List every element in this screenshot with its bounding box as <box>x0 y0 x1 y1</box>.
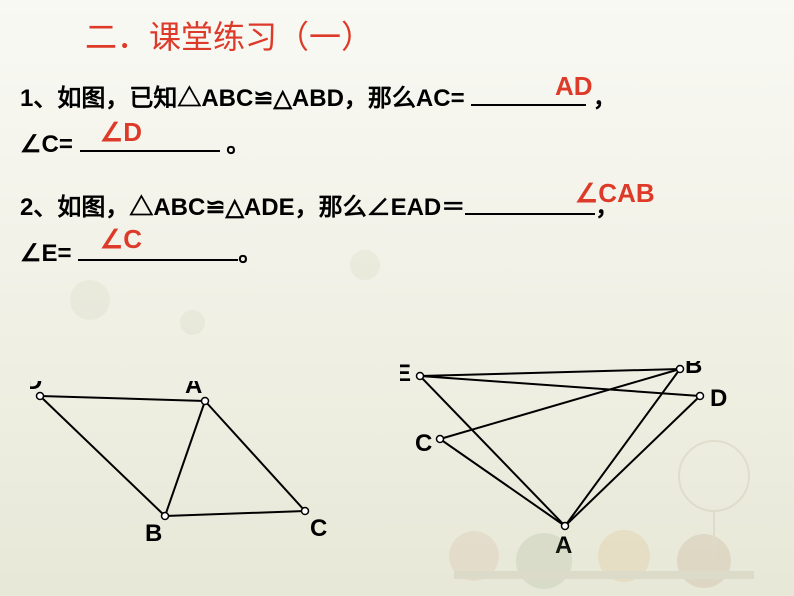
problem2-line2-suffix: 。 <box>238 240 262 267</box>
problem1-line2-prefix: ∠C= <box>20 131 80 158</box>
figure-2-svg: E BD C A <box>400 361 760 561</box>
problem2-line1-prefix: 2、如图，△ABC≌△ADE，那么∠EAD＝ <box>20 194 465 221</box>
figure-2: E BD C A <box>400 361 760 566</box>
problem2-line2-prefix: ∠E= <box>20 240 78 267</box>
answer-2-e: ∠C <box>100 215 142 264</box>
problem-2: ∠CAB ∠C 2、如图，△ABC≌△ADE，那么∠EAD＝， ∠E= 。 <box>0 175 794 276</box>
figures-container: DABC EBDCA <box>0 356 794 556</box>
figure-1-svg: D A B C <box>30 381 350 551</box>
svg-text:D: D <box>710 385 727 412</box>
answer-1-c: ∠D <box>100 108 142 157</box>
section-title: 二．课堂练习（一） <box>0 0 794 66</box>
svg-text:E: E <box>400 361 411 387</box>
svg-text:B: B <box>685 361 702 379</box>
svg-text:A: A <box>555 532 572 559</box>
problem1-line1-prefix: 1、如图，已知△ABC≌△ABD，那么AC= <box>20 85 471 112</box>
svg-text:A: A <box>185 381 202 399</box>
svg-text:C: C <box>415 430 432 457</box>
svg-text:B: B <box>145 520 162 547</box>
answer-1-ac: AD <box>555 62 593 111</box>
problem-1: AD ∠D 1、如图，已知△ABC≌△ABD，那么AC= ， ∠C= 。 <box>0 66 794 167</box>
svg-text:D: D <box>30 381 42 395</box>
problem1-line2-suffix: 。 <box>220 131 251 158</box>
figure-1: D A B C <box>30 381 350 556</box>
answer-2-ead: ∠CAB <box>575 169 655 218</box>
svg-text:C: C <box>310 515 327 542</box>
